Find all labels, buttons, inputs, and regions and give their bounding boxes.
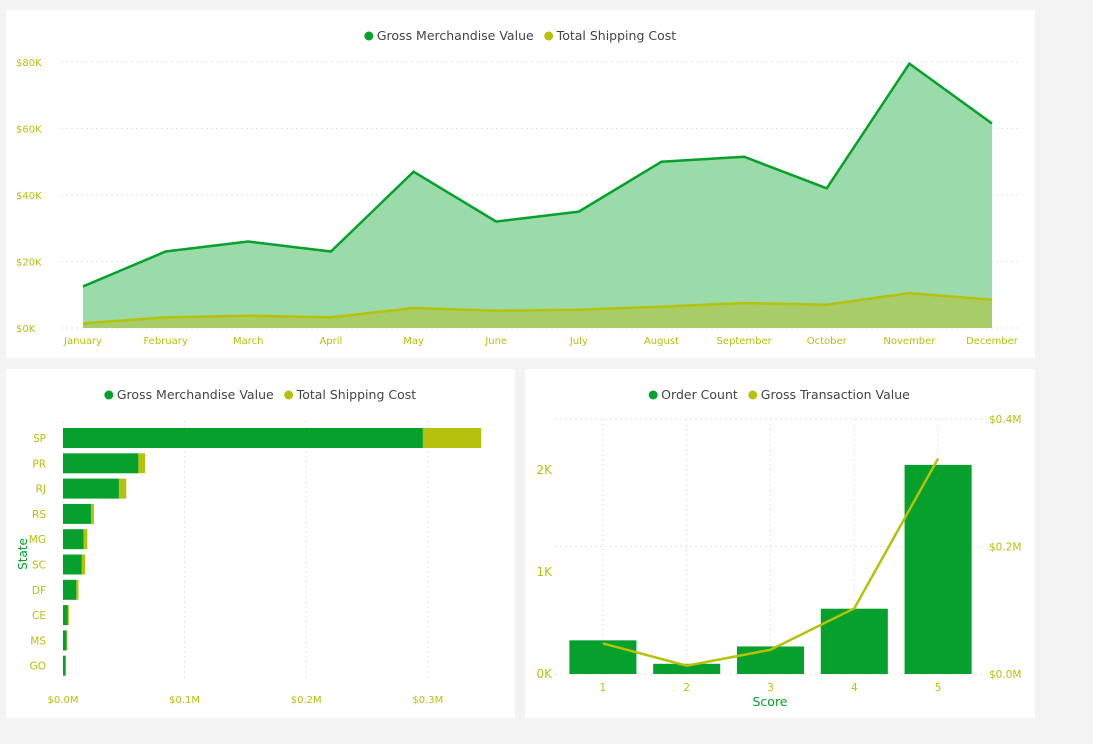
y-right-tick-label: $0.4M xyxy=(989,414,1021,426)
legend: Gross Merchandise Value Total Shipping Co… xyxy=(364,28,676,43)
state-label: PR xyxy=(32,458,46,470)
shipping-bar-rs xyxy=(90,503,95,524)
legend: Gross Merchandise Value Total Shipping Co… xyxy=(104,387,416,402)
legend-marker-gmv xyxy=(364,31,374,41)
y-tick-label: $0K xyxy=(16,324,36,335)
x-tick-label: 3 xyxy=(767,682,774,694)
gmv-bar-sp xyxy=(63,428,423,448)
x-tick-label: March xyxy=(233,336,263,347)
x-axis-title: Score xyxy=(752,694,787,709)
legend-marker-shipping xyxy=(544,31,554,41)
state-label: RJ xyxy=(36,484,46,496)
x-tick-label: 1 xyxy=(600,682,607,694)
y-tick-label: $60K xyxy=(16,125,42,136)
score-chart-panel: $0.0M $0.2M $0.4M 0K 1K 2K 1 2 3 4 5 Score Order Cou… xyxy=(525,369,1035,718)
gmv-bar-rs xyxy=(63,503,91,524)
monthly-chart-panel: $0K $20K $40K $60K $80K January February March A… xyxy=(6,10,1035,358)
order-count-bar-3 xyxy=(736,646,805,674)
legend-label-gmv: Gross Merchandise Value xyxy=(377,28,534,43)
monthly-area-chart: $0K $20K $40K $60K $80K January February March A… xyxy=(16,28,1021,347)
gmv-line xyxy=(82,61,993,288)
gmv-bar-ce xyxy=(63,605,68,626)
gmv-bar-rj xyxy=(63,478,119,499)
y-tick-label: $80K xyxy=(16,58,42,69)
state-label: GO xyxy=(30,661,46,673)
x-tick-label: $0.3M xyxy=(412,695,443,706)
x-tick-label: $0.0M xyxy=(48,695,79,706)
x-tick-label: November xyxy=(883,336,936,347)
y-left-tick-label: 1K xyxy=(536,565,553,579)
gmv-area xyxy=(83,63,992,328)
x-tick-label: April xyxy=(319,336,342,347)
gmv-bar-sc xyxy=(63,554,82,575)
legend-marker-shipping xyxy=(284,390,294,400)
x-tick-label: January xyxy=(63,336,102,347)
gmv-bar-df xyxy=(63,579,77,600)
x-tick-label: September xyxy=(716,336,772,347)
legend-marker-gmv xyxy=(104,390,114,400)
y-tick-label: $40K xyxy=(16,191,42,202)
legend-label-gmv: Gross Merchandise Value xyxy=(117,387,274,402)
shipping-bar-mg xyxy=(83,529,88,550)
x-tick-label: $0.2M xyxy=(291,695,322,706)
x-tick-label: May xyxy=(403,336,424,347)
y-left-tick-label: 0K xyxy=(536,667,553,681)
gmv-bar-mg xyxy=(63,529,84,550)
state-label: RS xyxy=(32,509,46,521)
shipping-bar-sc xyxy=(81,554,86,575)
order-count-bar-1 xyxy=(569,640,637,674)
state-label: CE xyxy=(32,610,46,622)
shipping-bar-ms xyxy=(66,630,68,651)
state-label: MG xyxy=(29,534,46,546)
legend-label-shipping: Total Shipping Cost xyxy=(556,28,677,43)
legend-label-shipping: Total Shipping Cost xyxy=(296,387,417,402)
shipping-bar-pr xyxy=(138,453,146,474)
shipping-bar-sp xyxy=(422,428,482,448)
x-tick-label: $0.1M xyxy=(169,695,200,706)
x-tick-label: August xyxy=(644,336,679,347)
state-label: DF xyxy=(32,585,46,597)
shipping-bar-df xyxy=(76,579,79,600)
gmv-bar-ms xyxy=(63,630,67,651)
legend-label-gtv: Gross Transaction Value xyxy=(761,387,910,402)
y-right-tick-label: $0.2M xyxy=(989,542,1021,554)
legend: Order Count Gross Transaction Value xyxy=(648,387,910,402)
order-count-bar-4 xyxy=(820,608,888,674)
state-label: SP xyxy=(33,433,46,445)
shipping-bar-go xyxy=(65,655,67,676)
state-chart-panel: $0.0M $0.1M $0.2M $0.3M SP PR RJ RS MG SC DF CE MS GO… xyxy=(6,369,515,718)
x-tick-label: 5 xyxy=(935,682,942,694)
y-tick-label: $20K xyxy=(16,258,42,269)
y-right-tick-label: $0.0M xyxy=(989,669,1021,681)
shipping-bar-ce xyxy=(67,605,69,626)
gmv-bar-go xyxy=(63,655,66,676)
state-label: SC xyxy=(32,560,46,572)
x-tick-label: 2 xyxy=(683,682,690,694)
shipping-line xyxy=(82,291,993,325)
shipping-bar-rj xyxy=(118,478,127,499)
order-count-bar-5 xyxy=(904,464,972,674)
x-tick-label: June xyxy=(484,336,507,347)
x-tick-label: December xyxy=(966,336,1019,347)
x-tick-label: February xyxy=(143,336,187,347)
legend-marker-gtv xyxy=(748,390,758,400)
legend-label-order-count: Order Count xyxy=(661,387,738,402)
y-left-tick-label: 2K xyxy=(536,463,553,477)
gmv-bar-pr xyxy=(63,453,139,474)
order-count-bar-2 xyxy=(653,663,721,674)
x-tick-label: 4 xyxy=(851,682,858,694)
score-combo-chart: $0.0M $0.2M $0.4M 0K 1K 2K 1 2 3 4 5 Score Order Cou… xyxy=(536,387,1021,709)
y-axis-title: State xyxy=(16,538,30,570)
legend-marker-order-count xyxy=(648,390,658,400)
state-bar-chart: $0.0M $0.1M $0.2M $0.3M SP PR RJ RS MG SC DF CE MS GO… xyxy=(16,387,482,706)
x-tick-label: October xyxy=(807,336,848,347)
state-label: MS xyxy=(30,635,46,647)
x-tick-label: July xyxy=(569,336,588,347)
